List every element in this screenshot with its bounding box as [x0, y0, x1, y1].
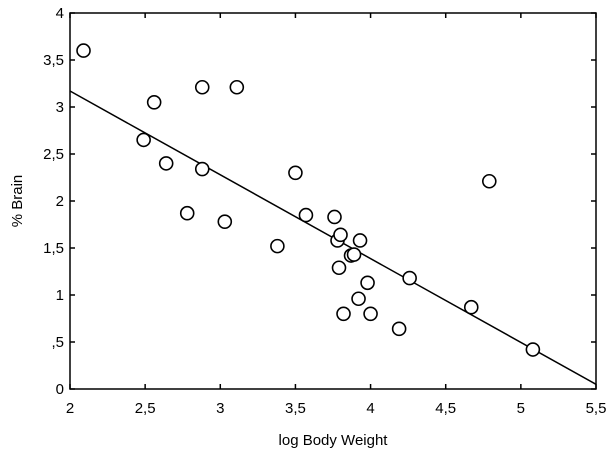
data-point: [194, 161, 210, 177]
data-point: [288, 165, 303, 181]
x-tick-label: 2: [66, 400, 74, 417]
data-point: [146, 95, 162, 110]
data-point: [481, 173, 497, 189]
y-tick-label: 3,5: [43, 52, 64, 69]
data-point: [525, 342, 541, 357]
data-point: [194, 79, 210, 95]
y-axis-ticks: 0 ,5 1 1,5 2 2,5 3 3,5 4: [43, 5, 596, 398]
data-point: [327, 209, 342, 225]
x-tick-label: 4: [366, 400, 374, 417]
y-tick-label: ,5: [51, 334, 64, 351]
data-point: [360, 275, 375, 291]
data-point: [179, 205, 195, 221]
y-tick-label: 1: [56, 287, 64, 304]
x-tick-label: 3,5: [285, 400, 306, 417]
y-tick-label: 2: [56, 193, 64, 210]
data-point: [351, 291, 366, 307]
data-point: [333, 227, 348, 243]
data-point: [402, 270, 417, 286]
data-point: [298, 207, 314, 223]
data-point: [270, 238, 285, 254]
data-point: [346, 247, 362, 262]
x-tick-label: 3: [216, 400, 224, 417]
data-point: [229, 79, 245, 95]
plot-border: [69, 12, 597, 390]
x-tick-label: 2,5: [135, 400, 156, 417]
data-point: [158, 156, 174, 171]
data-point: [336, 306, 351, 322]
data-point: [463, 299, 479, 315]
y-tick-label: 2,5: [43, 146, 64, 163]
x-axis-title: log Body Weight: [279, 432, 389, 449]
data-point: [136, 132, 151, 148]
y-axis-title: % Brain: [9, 175, 26, 228]
data-point: [217, 214, 233, 229]
data-point: [76, 43, 91, 58]
y-tick-label: 4: [56, 5, 64, 22]
data-point: [363, 306, 378, 322]
data-point: [331, 260, 347, 276]
data-point: [352, 233, 368, 248]
plot-area: [69, 12, 597, 390]
x-axis-ticks: 2 2,5 3 3,5 4 4,5 5 5,5: [66, 13, 607, 417]
data-point: [391, 321, 407, 337]
data-points: [76, 43, 541, 357]
x-tick-label: 4,5: [435, 400, 456, 417]
y-tick-label: 0: [56, 381, 64, 398]
x-tick-label: 5: [517, 400, 525, 417]
x-tick-label: 5,5: [586, 400, 607, 417]
y-tick-label: 1,5: [43, 240, 64, 257]
y-tick-label: 3: [56, 99, 64, 116]
